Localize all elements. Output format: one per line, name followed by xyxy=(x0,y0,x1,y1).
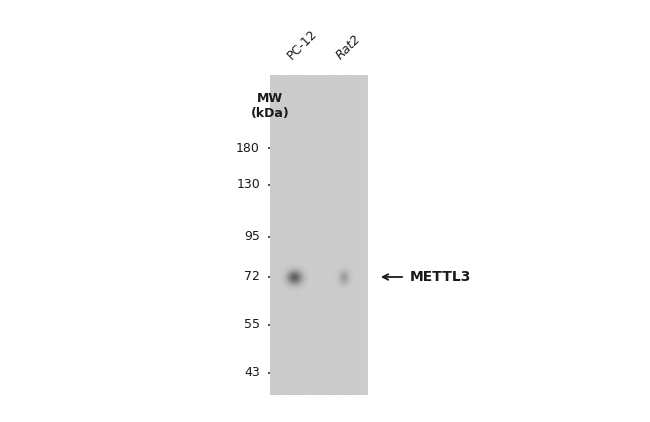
Text: 43: 43 xyxy=(244,366,260,379)
Text: MW
(kDa): MW (kDa) xyxy=(251,92,289,120)
Text: 72: 72 xyxy=(244,271,260,284)
Text: 130: 130 xyxy=(236,179,260,192)
Text: 55: 55 xyxy=(244,319,260,332)
Text: METTL3: METTL3 xyxy=(410,270,471,284)
Text: 180: 180 xyxy=(236,141,260,154)
Text: Rat2: Rat2 xyxy=(334,32,364,62)
Text: 95: 95 xyxy=(244,230,260,243)
Text: PC-12: PC-12 xyxy=(285,27,320,62)
